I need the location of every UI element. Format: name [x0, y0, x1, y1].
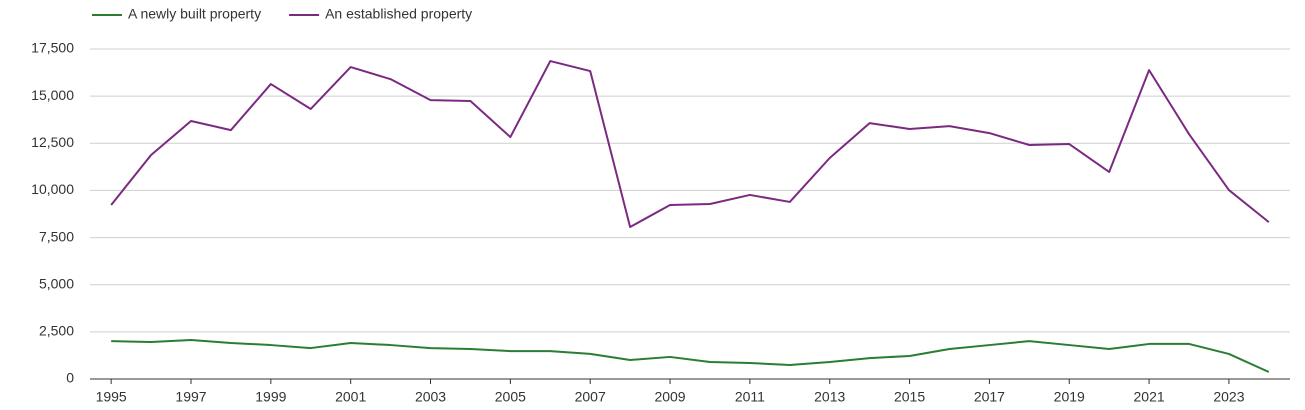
y-tick-label: 2,500: [39, 323, 74, 339]
x-tick-label: 1999: [255, 389, 286, 405]
x-tick-label: 2005: [495, 389, 526, 405]
x-tick-label: 2001: [335, 389, 366, 405]
x-tick-label: 2011: [735, 389, 765, 405]
x-tick-label: 2003: [415, 389, 446, 405]
y-tick-label: 0: [66, 370, 74, 386]
x-tick-label: 2007: [575, 389, 606, 405]
y-tick-label: 15,000: [31, 87, 74, 103]
x-tick-label: 2015: [894, 389, 925, 405]
y-tick-label: 12,500: [31, 134, 74, 150]
x-tick-label: 2023: [1213, 389, 1244, 405]
y-tick-label: 5,000: [39, 275, 74, 291]
y-tick-label: 7,500: [39, 228, 74, 244]
y-tick-label: 17,500: [31, 40, 74, 56]
y-tick-label: 10,000: [31, 181, 74, 197]
x-tick-label: 2021: [1134, 389, 1165, 405]
x-tick-label: 2017: [974, 389, 1005, 405]
x-tick-label: 1997: [175, 389, 206, 405]
series-line: [110, 60, 1270, 229]
x-tick-label: 2019: [1054, 389, 1085, 405]
series-line: [111, 338, 1270, 373]
legend-label: An established property: [325, 6, 472, 22]
legend-label: A newly built property: [128, 6, 261, 22]
x-tick-label: 2013: [814, 389, 845, 405]
x-tick-label: 2009: [654, 389, 685, 405]
x-tick-label: 1995: [96, 389, 127, 405]
